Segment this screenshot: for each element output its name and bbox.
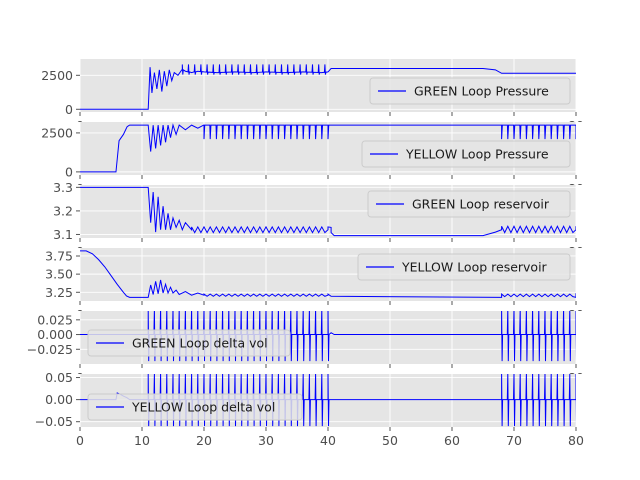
hidden-x-tick-labels: 0 80 — [76, 118, 584, 133]
legend: GREEN Loop Pressure — [369, 77, 571, 105]
y-tick-label: 2500 — [41, 68, 73, 83]
x-tick-label: 20 — [196, 433, 212, 448]
x-tick-label: 80 — [568, 181, 584, 196]
x-tick-label: 80 — [568, 118, 584, 133]
series-line — [80, 186, 576, 237]
x-tick-label: 0 — [76, 244, 84, 259]
x-tick-label: 70 — [506, 433, 522, 448]
y-tick-label: 3.3 — [53, 180, 73, 195]
legend: GREEN Loop delta vol — [87, 329, 291, 357]
y-tick-label: 0.05 — [45, 370, 73, 385]
series-line — [80, 250, 576, 298]
hidden-x-tick-labels: 0 80 — [76, 370, 584, 385]
legend-label: GREEN Loop Pressure — [414, 84, 549, 99]
legend-box — [87, 329, 291, 357]
x-tick-label: 80 — [568, 370, 584, 385]
series-line — [80, 64, 576, 110]
y-tick-label: 2500 — [41, 125, 73, 140]
series-line — [80, 123, 576, 173]
x-tick-label: 30 — [258, 433, 274, 448]
y-tick-label: 0.025 — [37, 312, 73, 327]
legend-box — [369, 77, 571, 105]
x-tick-label: 10 — [134, 433, 150, 448]
x-tick-label: 40 — [320, 433, 336, 448]
y-tick-label: 0.00 — [45, 392, 73, 407]
legend: GREEN Loop reservoir — [367, 190, 571, 218]
x-tick-label: 50 — [382, 433, 398, 448]
x-tick-label: 0 — [76, 370, 84, 385]
y-tick-label: 3.50 — [45, 267, 73, 282]
legend-label: GREEN Loop reservoir — [412, 197, 550, 212]
y-tick-label: 3.1 — [53, 227, 73, 242]
y-tick-label: −0.025 — [27, 342, 73, 357]
legend-label: YELLOW Loop reservoir — [401, 260, 548, 275]
legend-label: GREEN Loop delta vol — [132, 336, 268, 351]
x-tick-label: 0 — [76, 307, 84, 322]
y-tick-label: 3.75 — [45, 248, 73, 263]
subplot-1: 0 2500 GREEN Loop Pressure — [41, 59, 577, 117]
legend: YELLOW Loop Pressure — [361, 140, 571, 168]
y-tick-label: −0.05 — [35, 414, 73, 429]
legend: YELLOW Loop reservoir — [357, 253, 571, 281]
x-tick-label: 80 — [568, 307, 584, 322]
legend-box — [361, 140, 571, 168]
x-tick-label: 0 — [76, 181, 84, 196]
y-tick-label: 0 — [65, 102, 73, 117]
legend: YELLOW Loop delta vol — [87, 393, 303, 421]
legend-box — [367, 190, 571, 218]
y-tick-label: 0 — [65, 164, 73, 179]
y-tick-label: 3.25 — [45, 285, 73, 300]
legend-label: YELLOW Loop Pressure — [405, 147, 549, 162]
x-tick-label: 0 — [76, 118, 84, 133]
hidden-x-tick-labels: 0 80 — [76, 181, 584, 196]
x-tick-label: 80 — [568, 244, 584, 259]
x-tick-label: 0 — [76, 433, 84, 448]
legend-label: YELLOW Loop delta vol — [131, 400, 275, 415]
subplot-4: 3.25 3.50 3.75 YELLOW Loop reservoir — [45, 248, 577, 305]
legend-box — [357, 253, 571, 281]
x-tick-label: 60 — [444, 433, 460, 448]
subplot-2: 0 2500 YELLOW Loop Pressure — [41, 122, 577, 179]
legend-box — [87, 393, 303, 421]
y-tick-label: 3.2 — [53, 203, 73, 218]
y-tick-label: 0.000 — [37, 327, 73, 342]
hidden-x-tick-labels: 0 80 — [76, 307, 584, 322]
x-tick-label: 80 — [568, 433, 584, 448]
hidden-x-tick-labels: 0 80 — [76, 244, 584, 259]
subplot-3: 3.1 3.2 3.3 GREEN Loop reservoir — [53, 180, 577, 242]
